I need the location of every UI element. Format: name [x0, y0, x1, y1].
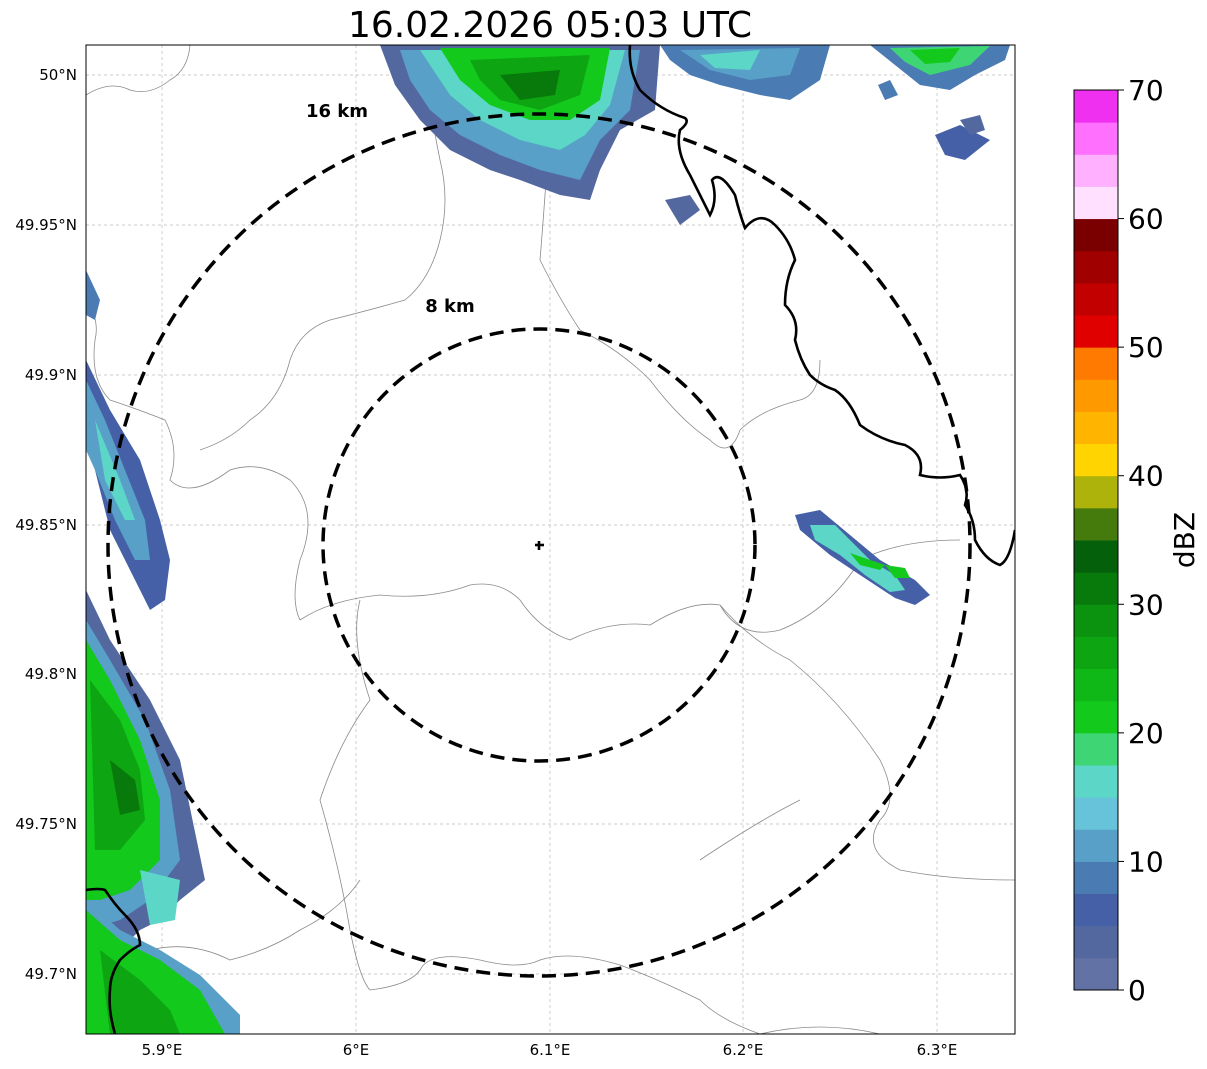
colorbar-tick-label: 70 — [1128, 74, 1164, 107]
colorbar-segment — [1074, 122, 1118, 155]
colorbar-segment — [1074, 90, 1118, 123]
colorbar-unit-label: dBZ — [1168, 512, 1201, 568]
colorbar-segment — [1074, 957, 1118, 991]
colorbar-segment — [1074, 700, 1118, 734]
colorbar-segment — [1074, 797, 1118, 830]
colorbar-segment — [1074, 507, 1118, 541]
colorbar-segment — [1074, 282, 1118, 316]
lat-tick-label: 49.95°N — [15, 216, 77, 234]
colorbar-tick-label: 0 — [1128, 974, 1146, 1007]
radar-echoes — [86, 45, 1010, 1034]
radar-site-marker — [535, 541, 544, 550]
colorbar-tick-label: 20 — [1128, 717, 1164, 750]
echo-west — [86, 270, 240, 1034]
colorbar-segment — [1074, 186, 1118, 220]
lat-tick-label: 49.7°N — [25, 965, 77, 983]
lat-tick-label: 49.85°N — [15, 516, 77, 534]
colorbar-tick-label: 60 — [1128, 203, 1164, 236]
colorbar-segment — [1074, 861, 1118, 895]
echo-top-center — [380, 45, 1010, 225]
range-rings — [106, 112, 972, 978]
lon-tick-label: 6°E — [343, 1041, 370, 1059]
colorbar-segment — [1074, 475, 1118, 509]
colorbar-segment — [1074, 732, 1118, 766]
colorbar-segment — [1074, 315, 1118, 348]
colorbar: 0 10 20 30 40 50 60 70 dBZ — [1073, 74, 1201, 1007]
colorbar-segment — [1074, 218, 1118, 252]
echo-east — [795, 510, 930, 605]
map-frame — [85, 44, 1016, 1035]
colorbar-segment — [1074, 347, 1118, 380]
map-panel: 16 km 8 km — [86, 45, 1015, 1034]
lat-tick-labels: 50°N 49.95°N 49.9°N 49.85°N 49.8°N 49.75… — [15, 66, 77, 983]
lon-tick-label: 5.9°E — [142, 1041, 183, 1059]
admin-boundaries — [86, 45, 1015, 1034]
figure-title: 16.02.2026 05:03 UTC — [348, 5, 752, 46]
lat-tick-label: 49.75°N — [15, 815, 77, 833]
range-ring-16km — [106, 112, 972, 978]
colorbar-segment — [1074, 604, 1118, 637]
range-ring-8km — [321, 327, 757, 763]
colorbar-tick-label: 50 — [1128, 331, 1164, 364]
colorbar-segment — [1074, 636, 1118, 670]
colorbar-segment — [1074, 443, 1118, 477]
lon-tick-label: 6.3°E — [917, 1041, 958, 1059]
colorbar-segment — [1074, 379, 1118, 412]
colorbar-segment — [1074, 411, 1118, 445]
colorbar-segment — [1074, 250, 1118, 284]
lat-tick-label: 49.9°N — [25, 366, 77, 384]
lon-tick-label: 6.1°E — [530, 1041, 571, 1059]
colorbar-tick-label: 40 — [1128, 460, 1164, 493]
colorbar-segment — [1074, 572, 1118, 605]
colorbar-tick-label: 10 — [1128, 845, 1164, 878]
colorbar-segment — [1074, 925, 1118, 959]
map-background — [86, 45, 1015, 1034]
colorbar-segment — [1074, 829, 1118, 862]
lat-tick-label: 50°N — [39, 66, 77, 84]
colorbar-segment — [1074, 540, 1118, 573]
ring-label-16km: 16 km — [306, 101, 368, 122]
colorbar-frame — [1073, 89, 1119, 991]
ring-label-8km: 8 km — [425, 296, 475, 317]
lon-tick-labels: 5.9°E 6°E 6.1°E 6.2°E 6.3°E — [142, 1041, 958, 1059]
colorbar-segment — [1074, 765, 1118, 798]
colorbar-segment — [1074, 893, 1118, 927]
colorbar-segment — [1074, 668, 1118, 702]
colorbar-segment — [1074, 154, 1118, 187]
lon-tick-label: 6.2°E — [723, 1041, 764, 1059]
colorbar-tick-label: 30 — [1128, 588, 1164, 621]
lat-tick-label: 49.8°N — [25, 665, 77, 683]
